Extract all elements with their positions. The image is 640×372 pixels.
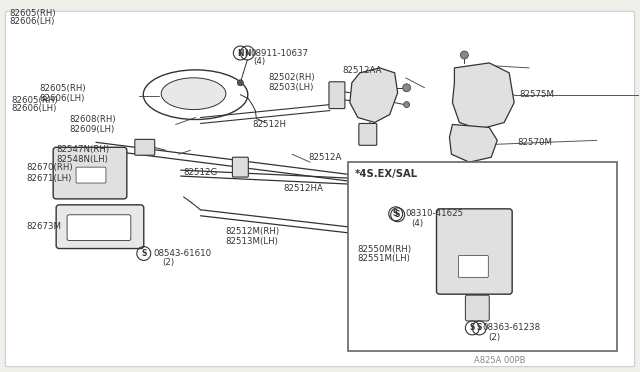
FancyBboxPatch shape [232,157,248,177]
Text: 82512G: 82512G [184,168,218,177]
Text: S: S [477,323,482,333]
Text: S: S [395,210,401,219]
Text: 82605(RH): 82605(RH) [10,9,56,18]
FancyBboxPatch shape [465,295,489,321]
Circle shape [403,84,411,92]
Polygon shape [452,63,514,129]
Text: A825A 00PB: A825A 00PB [474,356,526,365]
Ellipse shape [161,78,226,110]
FancyBboxPatch shape [458,256,488,277]
Text: 82575M: 82575M [519,90,554,99]
Circle shape [458,137,465,144]
FancyBboxPatch shape [67,215,131,241]
FancyBboxPatch shape [53,147,127,199]
FancyBboxPatch shape [348,162,617,351]
Text: (4): (4) [412,219,424,228]
Text: 08543-61610: 08543-61610 [154,249,212,258]
Circle shape [237,80,243,86]
Text: 82512H: 82512H [252,120,286,129]
Text: 08911-10637: 08911-10637 [250,48,308,58]
Circle shape [492,108,501,118]
Circle shape [462,73,472,83]
Circle shape [460,51,468,59]
Text: 82570M: 82570M [517,138,552,147]
Text: S: S [393,209,398,218]
Polygon shape [449,125,497,162]
FancyBboxPatch shape [436,209,512,294]
FancyBboxPatch shape [56,205,144,248]
Text: 82547N(RH)
82548N(LH): 82547N(RH) 82548N(LH) [56,145,109,164]
Text: 82502(RH)
82503(LH): 82502(RH) 82503(LH) [268,73,315,93]
Text: (2): (2) [488,333,500,342]
Text: N: N [237,48,244,58]
Text: S: S [141,249,147,258]
Text: 82608(RH)
82609(LH): 82608(RH) 82609(LH) [69,115,116,134]
Text: 82670(RH)
82671(LH): 82670(RH) 82671(LH) [26,163,73,183]
Text: 82512AA: 82512AA [342,66,381,76]
FancyBboxPatch shape [5,11,635,367]
Text: (4): (4) [253,57,266,67]
Text: 82673M: 82673M [26,222,61,231]
FancyBboxPatch shape [135,140,155,155]
Circle shape [365,75,375,85]
Polygon shape [350,68,397,122]
FancyBboxPatch shape [359,124,377,145]
Text: 82606(LH): 82606(LH) [12,104,57,113]
Text: 82512A: 82512A [308,153,341,162]
Text: 08363-61238: 08363-61238 [483,323,540,333]
Text: 82605(RH): 82605(RH) [12,96,58,105]
Text: 82550M(RH): 82550M(RH) [358,245,412,254]
FancyBboxPatch shape [76,167,106,183]
Circle shape [404,102,410,108]
Text: 82606(LH): 82606(LH) [10,17,55,26]
Text: 82512HA: 82512HA [283,185,323,193]
FancyBboxPatch shape [329,82,345,109]
Text: 08310-41625: 08310-41625 [406,209,464,218]
Circle shape [383,104,390,112]
Circle shape [129,239,133,244]
Text: S: S [470,323,475,333]
Text: *4S.EX/SAL: *4S.EX/SAL [355,169,418,179]
Text: 82551M(LH): 82551M(LH) [358,254,411,263]
Text: 82605(RH)
82606(LH): 82605(RH) 82606(LH) [39,84,86,103]
Text: 82512M(RH)
82513M(LH): 82512M(RH) 82513M(LH) [225,227,280,246]
Text: N: N [244,48,251,58]
Text: (2): (2) [163,258,175,267]
